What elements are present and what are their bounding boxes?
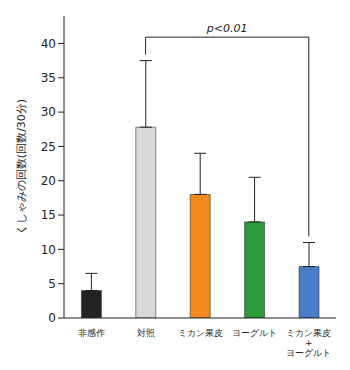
svg-text:35: 35	[41, 71, 56, 85]
svg-text:ヨーグルト: ヨーグルト	[232, 328, 277, 338]
svg-text:ミカン果皮: ミカン果皮	[178, 328, 223, 338]
svg-text:15: 15	[41, 208, 56, 222]
svg-text:30: 30	[41, 105, 56, 119]
svg-text:10: 10	[41, 243, 56, 257]
svg-text:5: 5	[48, 277, 56, 291]
svg-text:対照: 対照	[137, 328, 155, 338]
svg-text:40: 40	[41, 37, 56, 51]
svg-text:非感作: 非感作	[78, 328, 105, 338]
svg-text:p<0.01: p<0.01	[206, 22, 248, 35]
svg-text:くしゃみの回数(回数/30分): くしゃみの回数(回数/30分)	[15, 99, 28, 235]
svg-text:20: 20	[41, 174, 56, 188]
svg-text:0: 0	[48, 311, 56, 325]
svg-text:25: 25	[41, 140, 56, 154]
svg-text:ミカン果皮+ヨーグルト: ミカン果皮+ヨーグルト	[286, 328, 331, 358]
